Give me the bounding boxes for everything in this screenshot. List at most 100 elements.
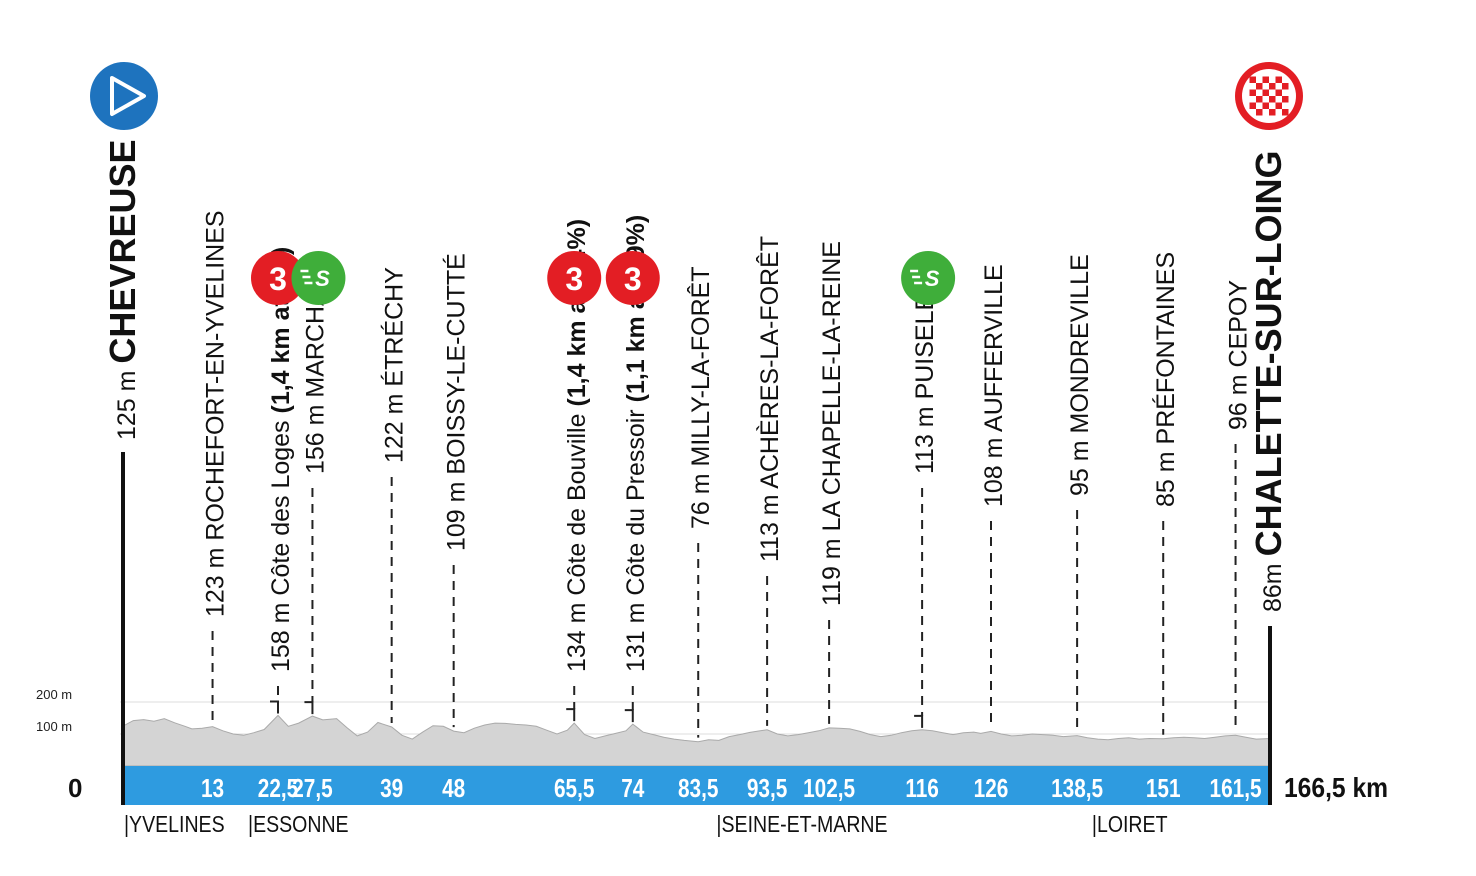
- sprint-icon: [901, 251, 956, 305]
- waypoint-km-label: 102,5: [803, 774, 855, 803]
- finish-name: CHALETTE-SUR-LOING: [1248, 150, 1289, 556]
- waypoint-label: 158 m Côte des Loges (1,4 km at 5%): [267, 247, 295, 672]
- finish-icon-check: [1269, 83, 1276, 90]
- waypoint-name: MILLY-LA-FORÊT: [686, 266, 715, 466]
- waypoint-label: 95 m MONDREVILLE: [1066, 254, 1094, 496]
- kom-category-label: 3: [624, 261, 642, 297]
- sprint-icon-label: S: [925, 266, 940, 291]
- waypoint-label: 109 m BOISSY-LE-CUTTÉ: [442, 253, 471, 551]
- waypoint-label: 122 m ÉTRÉCHY: [380, 267, 409, 463]
- waypoint-altitude: 123 m: [202, 541, 230, 617]
- waypoint-altitude: 113 m: [911, 399, 939, 474]
- waypoint-km-label: 13: [201, 774, 224, 803]
- waypoint-name: CEPOY: [1225, 280, 1253, 368]
- waypoint-km-label: 138,5: [1051, 774, 1103, 803]
- waypoint-name: ROCHEFORT-EN-YVELINES: [202, 210, 230, 540]
- y-tick-label: 200 m: [36, 687, 72, 702]
- waypoint-km-label: 27,5: [292, 774, 332, 803]
- waypoint-km-label: 48: [442, 774, 465, 803]
- waypoint-summit-tick: [624, 709, 634, 723]
- waypoint-label: 119 m LA CHAPELLE-LA-REINE: [818, 241, 846, 606]
- waypoint-name: ACHÈRES-LA-FORÊT: [755, 236, 784, 489]
- waypoint: 119 m LA CHAPELLE-LA-REINE 102,5: [803, 241, 855, 803]
- waypoint-name: LA CHAPELLE-LA-REINE: [818, 241, 846, 531]
- waypoint-climb-detail: (1,4 km at 4,4%): [563, 219, 591, 414]
- waypoint-name: AUFFERVILLE: [980, 264, 1008, 432]
- altitude-gridlines: 200 m 100 m: [36, 687, 1270, 735]
- waypoint-name: Côte des Loges: [267, 420, 295, 595]
- km-band: 0 166,5 km: [68, 766, 1388, 805]
- waypoint-altitude: 76 m: [687, 466, 715, 529]
- waypoint-climb-detail: (1,1 km at 5,9%): [622, 215, 650, 410]
- waypoint-altitude: 119 m: [818, 531, 846, 606]
- waypoint-summit-tick: [304, 701, 314, 715]
- sprint-icon: [291, 251, 346, 305]
- km-band-bar: [123, 766, 1270, 805]
- finish-icon-check: [1262, 76, 1269, 83]
- waypoint-summit-tick: [566, 708, 576, 722]
- waypoint-altitude: 134 m: [563, 596, 591, 672]
- play-icon: [90, 62, 158, 130]
- waypoint-summit-tick: [914, 714, 924, 728]
- waypoint-name: PRÉFONTAINES: [1151, 252, 1180, 445]
- sprint-icon-label: S: [315, 266, 330, 291]
- waypoint-km-label: 161,5: [1210, 774, 1262, 803]
- waypoint-altitude: 85 m: [1152, 444, 1180, 507]
- waypoint-altitude: 122 m: [381, 387, 409, 463]
- finish-icon-check: [1275, 76, 1282, 83]
- finish-icon-check: [1275, 89, 1282, 96]
- kom-category-label: 3: [565, 261, 583, 297]
- finish-icon-check: [1282, 96, 1289, 103]
- region-label: |SEINE-ET-MARNE: [716, 812, 887, 838]
- waypoint: 113 m ACHÈRES-LA-FORÊT 93,5: [747, 236, 787, 803]
- profile-area: [122, 714, 1271, 767]
- start-altitude: 125 m: [113, 364, 141, 440]
- region-label: |YVELINES: [124, 812, 225, 838]
- waypoint-label: 123 m ROCHEFORT-EN-YVELINES: [202, 210, 230, 617]
- finish-icon-check: [1282, 83, 1289, 90]
- finish-icon-check: [1256, 109, 1263, 116]
- waypoint-label: 113 m PUISELET: [911, 279, 939, 474]
- finish-icon-check: [1249, 76, 1256, 83]
- start-name: CHEVREUSE: [102, 140, 143, 364]
- finish-icon-check: [1262, 102, 1269, 109]
- finish-icon-check: [1262, 89, 1269, 96]
- region-label: |LOIRET: [1092, 812, 1168, 838]
- finish-icon-check: [1269, 109, 1276, 116]
- total-distance-label: 166,5 km: [1284, 772, 1388, 804]
- finish-icon-check: [1249, 102, 1256, 109]
- waypoint-name: Côte du Pressoir: [622, 409, 650, 595]
- waypoint-name: MONDREVILLE: [1066, 254, 1094, 433]
- finish-altitude: 86m: [1259, 556, 1287, 612]
- finish-icon-check: [1275, 102, 1282, 109]
- start-icon-circle: [90, 62, 158, 130]
- waypoint: 85 m PRÉFONTAINES 151: [1146, 252, 1181, 803]
- waypoint-km-label: 65,5: [554, 774, 594, 803]
- waypoint-altitude: 156 m: [301, 398, 329, 474]
- waypoint: 109 m BOISSY-LE-CUTTÉ 48: [442, 253, 471, 802]
- checkered-flag-icon: [1235, 62, 1303, 130]
- waypoint: 134 m Côte de Bouville (1,4 km at 4,4%)3…: [547, 219, 602, 803]
- start-label: 125 m CHEVREUSE: [102, 140, 143, 441]
- waypoint-name: ÉTRÉCHY: [380, 267, 409, 387]
- waypoint-km-label: 151: [1146, 774, 1181, 803]
- waypoint: 96 m CEPOY 161,5: [1210, 280, 1262, 803]
- kom-category-icon: [251, 251, 305, 305]
- waypoint-name: Côte de Bouville: [563, 414, 591, 596]
- y-tick-label: 100 m: [36, 719, 72, 734]
- waypoint-altitude: 109 m: [443, 475, 471, 551]
- waypoint-label: 113 m ACHÈRES-LA-FORÊT: [755, 236, 784, 562]
- waypoint-label: 85 m PRÉFONTAINES: [1151, 252, 1180, 507]
- kom-category-label: 3: [269, 261, 287, 297]
- waypoint-label: 131 m Côte du Pressoir (1,1 km at 5,9%): [622, 215, 650, 672]
- waypoint-label: 96 m CEPOY: [1225, 280, 1253, 430]
- waypoint-altitude: 96 m: [1225, 367, 1253, 430]
- finish-icon-check: [1256, 96, 1263, 103]
- waypoint-altitude: 95 m: [1066, 433, 1094, 496]
- waypoint-km-label: 93,5: [747, 774, 787, 803]
- kom-category-icon: [605, 251, 660, 305]
- waypoint-km-label: 39: [380, 774, 403, 803]
